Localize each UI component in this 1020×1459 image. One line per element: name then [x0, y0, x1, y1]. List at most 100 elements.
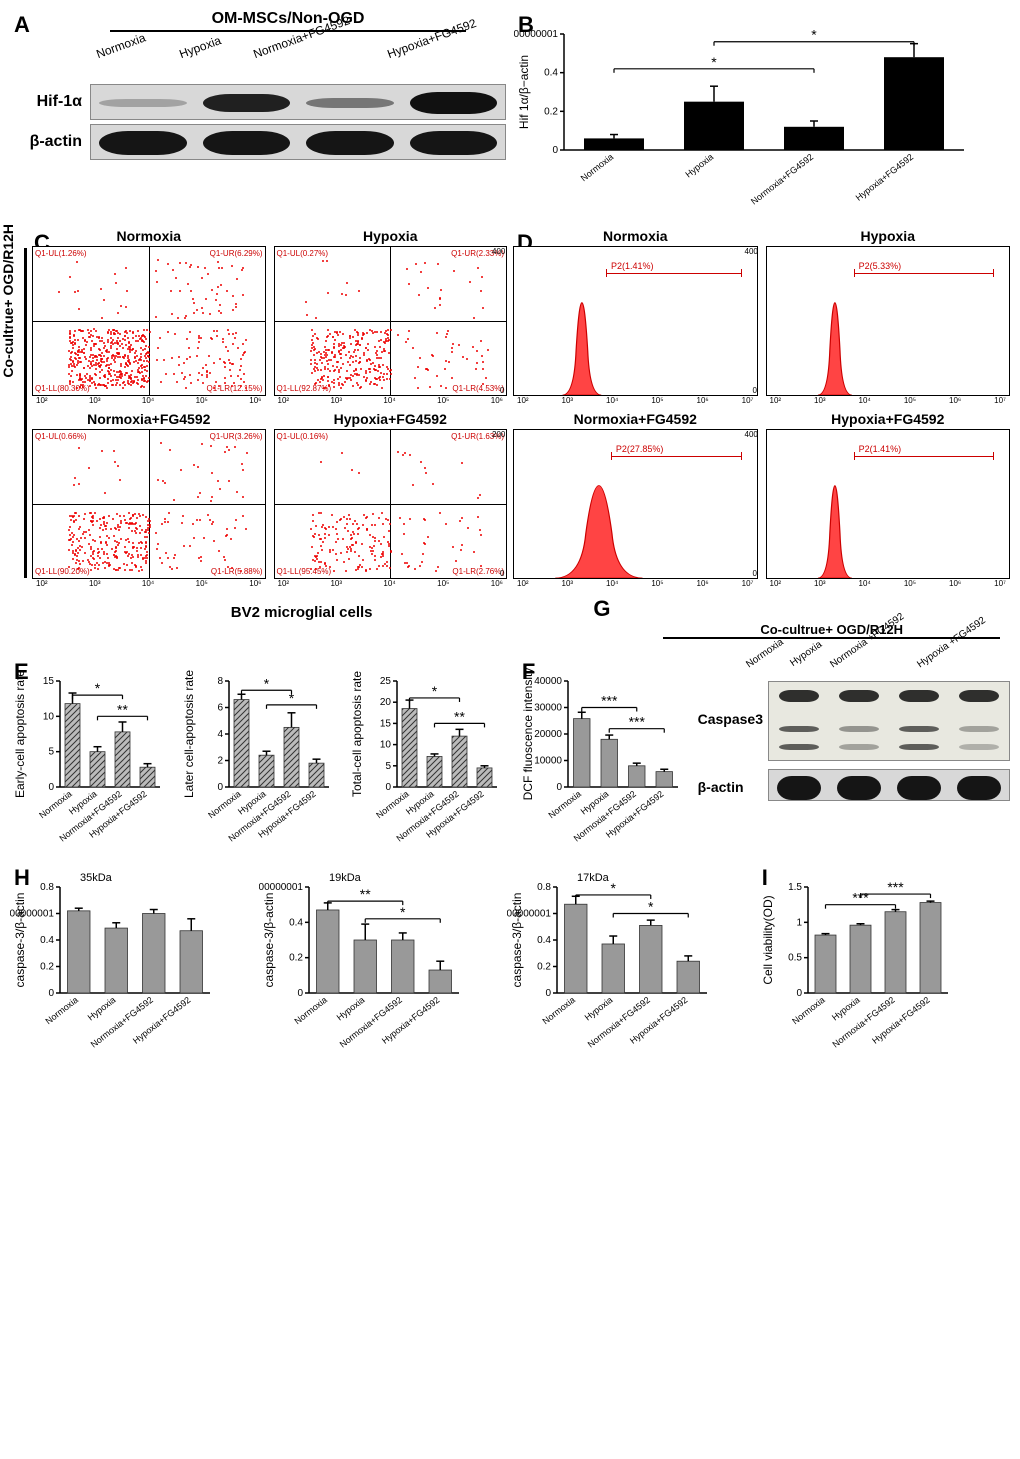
svg-text:Normoxia: Normoxia	[790, 995, 827, 1027]
blot-conditions: NormoxiaHypoxiaNormoxia+FG4592Hypoxia+FG…	[90, 46, 506, 80]
svg-text:**: **	[359, 886, 370, 902]
scatter-plot: Normoxia Q1-UL(1.26%) Q1-UR(6.29%) Q1-LL…	[32, 228, 266, 405]
panel-h-chart-0: 00.20.40.60000000000000010.8NormoxiaHypo…	[10, 863, 220, 1063]
svg-text:Normoxia+FG4592: Normoxia+FG4592	[337, 995, 403, 1050]
svg-text:Normoxia: Normoxia	[374, 789, 411, 821]
actin-label: β-actin	[10, 133, 90, 151]
svg-text:Normoxia: Normoxia	[541, 995, 578, 1027]
svg-text:0: 0	[556, 782, 562, 793]
svg-text:20: 20	[380, 697, 392, 708]
svg-text:Normoxia+FG4592: Normoxia+FG4592	[89, 995, 155, 1050]
svg-text:0: 0	[217, 782, 223, 793]
actin-g-label: β-actin	[698, 779, 744, 795]
svg-text:0.2: 0.2	[544, 106, 558, 117]
svg-text:0: 0	[48, 782, 54, 793]
panel-d: D Normoxia P2(1.41%) 400 0 10²10³10⁴10⁵1…	[513, 228, 1010, 588]
panel-i: I 00.511.5NormoxiaHypoxiaNormoxia+FG4592…	[758, 863, 1010, 1063]
hif1a-label: Hif-1α	[10, 93, 90, 111]
svg-text:Normoxia: Normoxia	[43, 995, 80, 1027]
bv2-title: BV2 microglial cells	[10, 604, 593, 653]
svg-text:*: *	[288, 690, 294, 706]
scatter-title: Hypoxia	[274, 228, 508, 244]
panel-g-label: G	[593, 596, 610, 621]
svg-text:1: 1	[796, 917, 802, 928]
svg-text:15: 15	[43, 676, 55, 687]
svg-text:Hypoxia: Hypoxia	[683, 152, 715, 180]
svg-text:1.5: 1.5	[788, 882, 802, 893]
panel-e-chart-2: 0510152025NormoxiaHypoxiaNormoxia+FG4592…	[347, 657, 507, 857]
scatter-title: Hypoxia+FG4592	[274, 411, 508, 427]
svg-text:0: 0	[386, 782, 392, 793]
svg-text:Early-cell apoptosis rate: Early-cell apoptosis rate	[13, 670, 27, 798]
svg-text:***: ***	[628, 714, 645, 730]
svg-text:***: ***	[601, 693, 618, 709]
histogram-plot: Hypoxia P2(5.33%) 400 0 10²10³10⁴10⁵10⁶1…	[766, 228, 1011, 405]
scatter-plot: Hypoxia+FG4592 Q1-UL(0.16%) Q1-UR(1.63%)…	[274, 411, 508, 588]
panel-b-chart: 00.20.40.6000000000000001NormoxiaHypoxia…	[514, 10, 974, 220]
svg-text:35kDa: 35kDa	[80, 872, 113, 884]
svg-text:8: 8	[217, 676, 223, 687]
svg-text:0: 0	[546, 988, 552, 999]
hif1a-row: Hif-1α	[10, 84, 506, 120]
panel-e-chart-0: 051015NormoxiaHypoxiaNormoxia+FG4592Hypo…	[10, 657, 170, 857]
svg-text:0.2: 0.2	[289, 953, 303, 964]
svg-text:*: *	[611, 880, 617, 896]
hist-title: Normoxia+FG4592	[513, 411, 758, 427]
panel-f-chart: 010000200003000040000NormoxiaHypoxiaNorm…	[518, 657, 688, 857]
svg-text:0.6000000000000001: 0.6000000000000001	[259, 882, 303, 893]
svg-text:caspase-3/β-actin: caspase-3/β-actin	[13, 893, 27, 988]
svg-text:*: *	[95, 680, 101, 696]
svg-text:Normoxia: Normoxia	[546, 789, 583, 821]
svg-text:20000: 20000	[534, 729, 562, 740]
svg-text:Normoxia+FG4592: Normoxia+FG4592	[749, 152, 815, 207]
condition-label: Hypoxia	[177, 33, 229, 80]
hist-title: Normoxia	[513, 228, 758, 244]
panel-f: F 010000200003000040000NormoxiaHypoxiaNo…	[518, 657, 690, 857]
svg-text:caspase-3/β-actin: caspase-3/β-actin	[262, 893, 276, 988]
svg-text:Normoxia: Normoxia	[206, 789, 243, 821]
svg-text:0.8: 0.8	[40, 882, 54, 893]
panel-h: H 00.20.40.60000000000000010.8NormoxiaHy…	[10, 863, 750, 1063]
actin-g-strip	[768, 769, 1010, 801]
scatter-title: Normoxia	[32, 228, 266, 244]
panel-e-chart-1: 02468NormoxiaHypoxiaNormoxia+FG4592Hypox…	[179, 657, 339, 857]
histogram-plot: Normoxia+FG4592 P2(27.85%) 200 0 10²10³1…	[513, 411, 758, 588]
svg-text:DCF fluoscence intensity: DCF fluoscence intensity	[521, 668, 535, 801]
svg-text:Normoxia+FG4592: Normoxia+FG4592	[830, 995, 896, 1050]
svg-text:10000: 10000	[534, 756, 562, 767]
caspase-label: Caspase3	[698, 711, 763, 727]
svg-text:0.4: 0.4	[544, 68, 558, 79]
svg-text:0: 0	[796, 988, 802, 999]
blot-header: OM-MSCs/Non-OGD	[110, 10, 466, 32]
svg-text:2: 2	[217, 756, 223, 767]
svg-text:Hypoxia: Hypoxia	[830, 995, 862, 1023]
svg-text:6: 6	[217, 703, 223, 714]
svg-text:10: 10	[43, 711, 55, 722]
svg-text:Hypoxia+FG4592: Hypoxia+FG4592	[854, 152, 916, 203]
svg-text:caspase-3/β-actin: caspase-3/β-actin	[510, 893, 524, 988]
scatter-plot: Hypoxia Q1-UL(0.27%) Q1-UR(2.33%) Q1-LL(…	[274, 228, 508, 405]
svg-text:0: 0	[552, 145, 558, 156]
svg-text:Hypoxia: Hypoxia	[86, 995, 118, 1023]
svg-text:5: 5	[386, 761, 392, 772]
svg-text:15: 15	[380, 718, 392, 729]
svg-text:10: 10	[380, 740, 392, 751]
scatter-plot: Normoxia+FG4592 Q1-UL(0.66%) Q1-UR(3.26%…	[32, 411, 266, 588]
svg-text:0.4: 0.4	[289, 917, 303, 928]
caspase-strip	[768, 681, 1010, 761]
panel-a: A OM-MSCs/Non-OGD NormoxiaHypoxiaNormoxi…	[10, 10, 506, 220]
panel-b: B 00.20.40.6000000000000001NormoxiaHypox…	[514, 10, 1010, 220]
svg-text:*: *	[432, 683, 438, 699]
svg-text:Total-cell apoptosis rate: Total-cell apoptosis rate	[350, 671, 364, 797]
svg-text:17kDa: 17kDa	[577, 872, 610, 884]
svg-text:0: 0	[48, 988, 54, 999]
svg-text:Normoxia: Normoxia	[37, 789, 74, 821]
condition-label: Normoxia	[94, 30, 154, 80]
svg-text:40000: 40000	[534, 676, 562, 687]
svg-text:4: 4	[217, 729, 223, 740]
panel-f-label: F	[522, 659, 535, 685]
panel-g: NormoxiaHypoxiaNormoxia +FG4592Hypoxia +…	[698, 657, 1010, 857]
actin-strip	[90, 124, 506, 160]
svg-text:Cell viability(OD): Cell viability(OD)	[761, 895, 775, 984]
panel-a-label: A	[14, 12, 30, 38]
